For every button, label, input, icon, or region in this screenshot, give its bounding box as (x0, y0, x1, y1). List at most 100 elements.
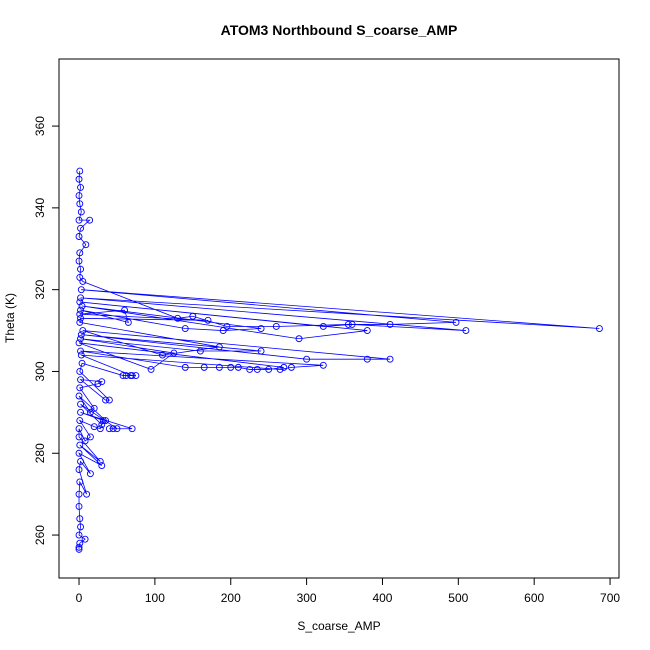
point (77, 347, 84, 355)
point (99, 417, 107, 424)
point (77, 335, 84, 343)
point (76, 167, 84, 175)
point (200, 363, 208, 371)
point (75, 257, 83, 265)
point (75, 531, 83, 539)
y-tick-label: 340 (33, 198, 47, 218)
point (76, 318, 84, 326)
point (76, 441, 84, 449)
x-tick-label: 100 (145, 591, 165, 605)
point (75, 192, 83, 200)
point (280, 363, 288, 371)
point (215, 343, 223, 351)
point (204, 316, 212, 324)
point (276, 365, 284, 373)
point (124, 318, 132, 326)
point (77, 351, 85, 359)
point (189, 312, 197, 320)
point (122, 372, 130, 380)
point (102, 417, 110, 424)
point (219, 327, 227, 335)
point (83, 490, 91, 498)
point (90, 423, 98, 431)
point (86, 216, 94, 224)
point (109, 425, 117, 433)
point (94, 380, 102, 388)
point (82, 241, 90, 249)
y-tick-label: 320 (33, 279, 47, 299)
point (77, 183, 84, 191)
point (253, 365, 261, 373)
point (75, 490, 83, 498)
y-tick-label: 360 (33, 116, 47, 136)
point (196, 347, 204, 355)
point (98, 462, 106, 469)
point (86, 408, 94, 416)
point (76, 368, 84, 375)
point (79, 278, 87, 285)
point (257, 325, 265, 332)
point (78, 359, 86, 367)
point (75, 175, 83, 183)
point (363, 327, 371, 335)
point (344, 320, 352, 328)
point (147, 365, 155, 373)
point (105, 396, 113, 404)
point (386, 355, 394, 363)
point (77, 294, 84, 302)
point (363, 355, 371, 363)
point (462, 327, 470, 335)
point (86, 433, 94, 441)
point (77, 314, 84, 322)
point (452, 318, 460, 326)
point (96, 457, 104, 465)
point (90, 404, 98, 412)
point (77, 376, 84, 384)
point (77, 286, 85, 294)
point (75, 449, 83, 457)
point (319, 323, 327, 330)
point (76, 249, 84, 257)
point (77, 306, 84, 314)
point (128, 425, 136, 433)
point (75, 433, 83, 441)
point (76, 515, 84, 523)
point (170, 349, 178, 357)
point (287, 363, 295, 371)
point (105, 425, 113, 433)
point (265, 365, 273, 373)
point (132, 372, 140, 380)
x-tick-label: 600 (524, 591, 544, 605)
x-tick-label: 500 (448, 591, 468, 605)
point (86, 470, 94, 478)
point (96, 425, 104, 433)
point (98, 378, 106, 386)
point (223, 323, 231, 330)
point (272, 323, 280, 330)
x-tick-label: 200 (221, 591, 241, 605)
point (386, 320, 394, 328)
point (77, 457, 84, 465)
y-axis-label: Theta (K) (3, 293, 17, 343)
point (348, 320, 356, 328)
x-tick-label: 300 (297, 591, 317, 605)
point (81, 437, 89, 445)
point (127, 372, 135, 380)
point (75, 216, 83, 224)
point (113, 425, 121, 433)
point (119, 372, 127, 380)
point (159, 351, 166, 359)
point (77, 331, 85, 339)
plot-frame (58, 58, 620, 579)
point (81, 535, 89, 543)
point (75, 466, 83, 474)
point (246, 365, 254, 373)
point (75, 545, 83, 553)
point (76, 384, 84, 392)
point (77, 408, 84, 416)
chart-title: ATOM3 Northbound S_coarse_AMP (221, 22, 458, 38)
point (121, 306, 128, 314)
point (234, 363, 242, 371)
x-tick-label: 700 (600, 591, 620, 605)
